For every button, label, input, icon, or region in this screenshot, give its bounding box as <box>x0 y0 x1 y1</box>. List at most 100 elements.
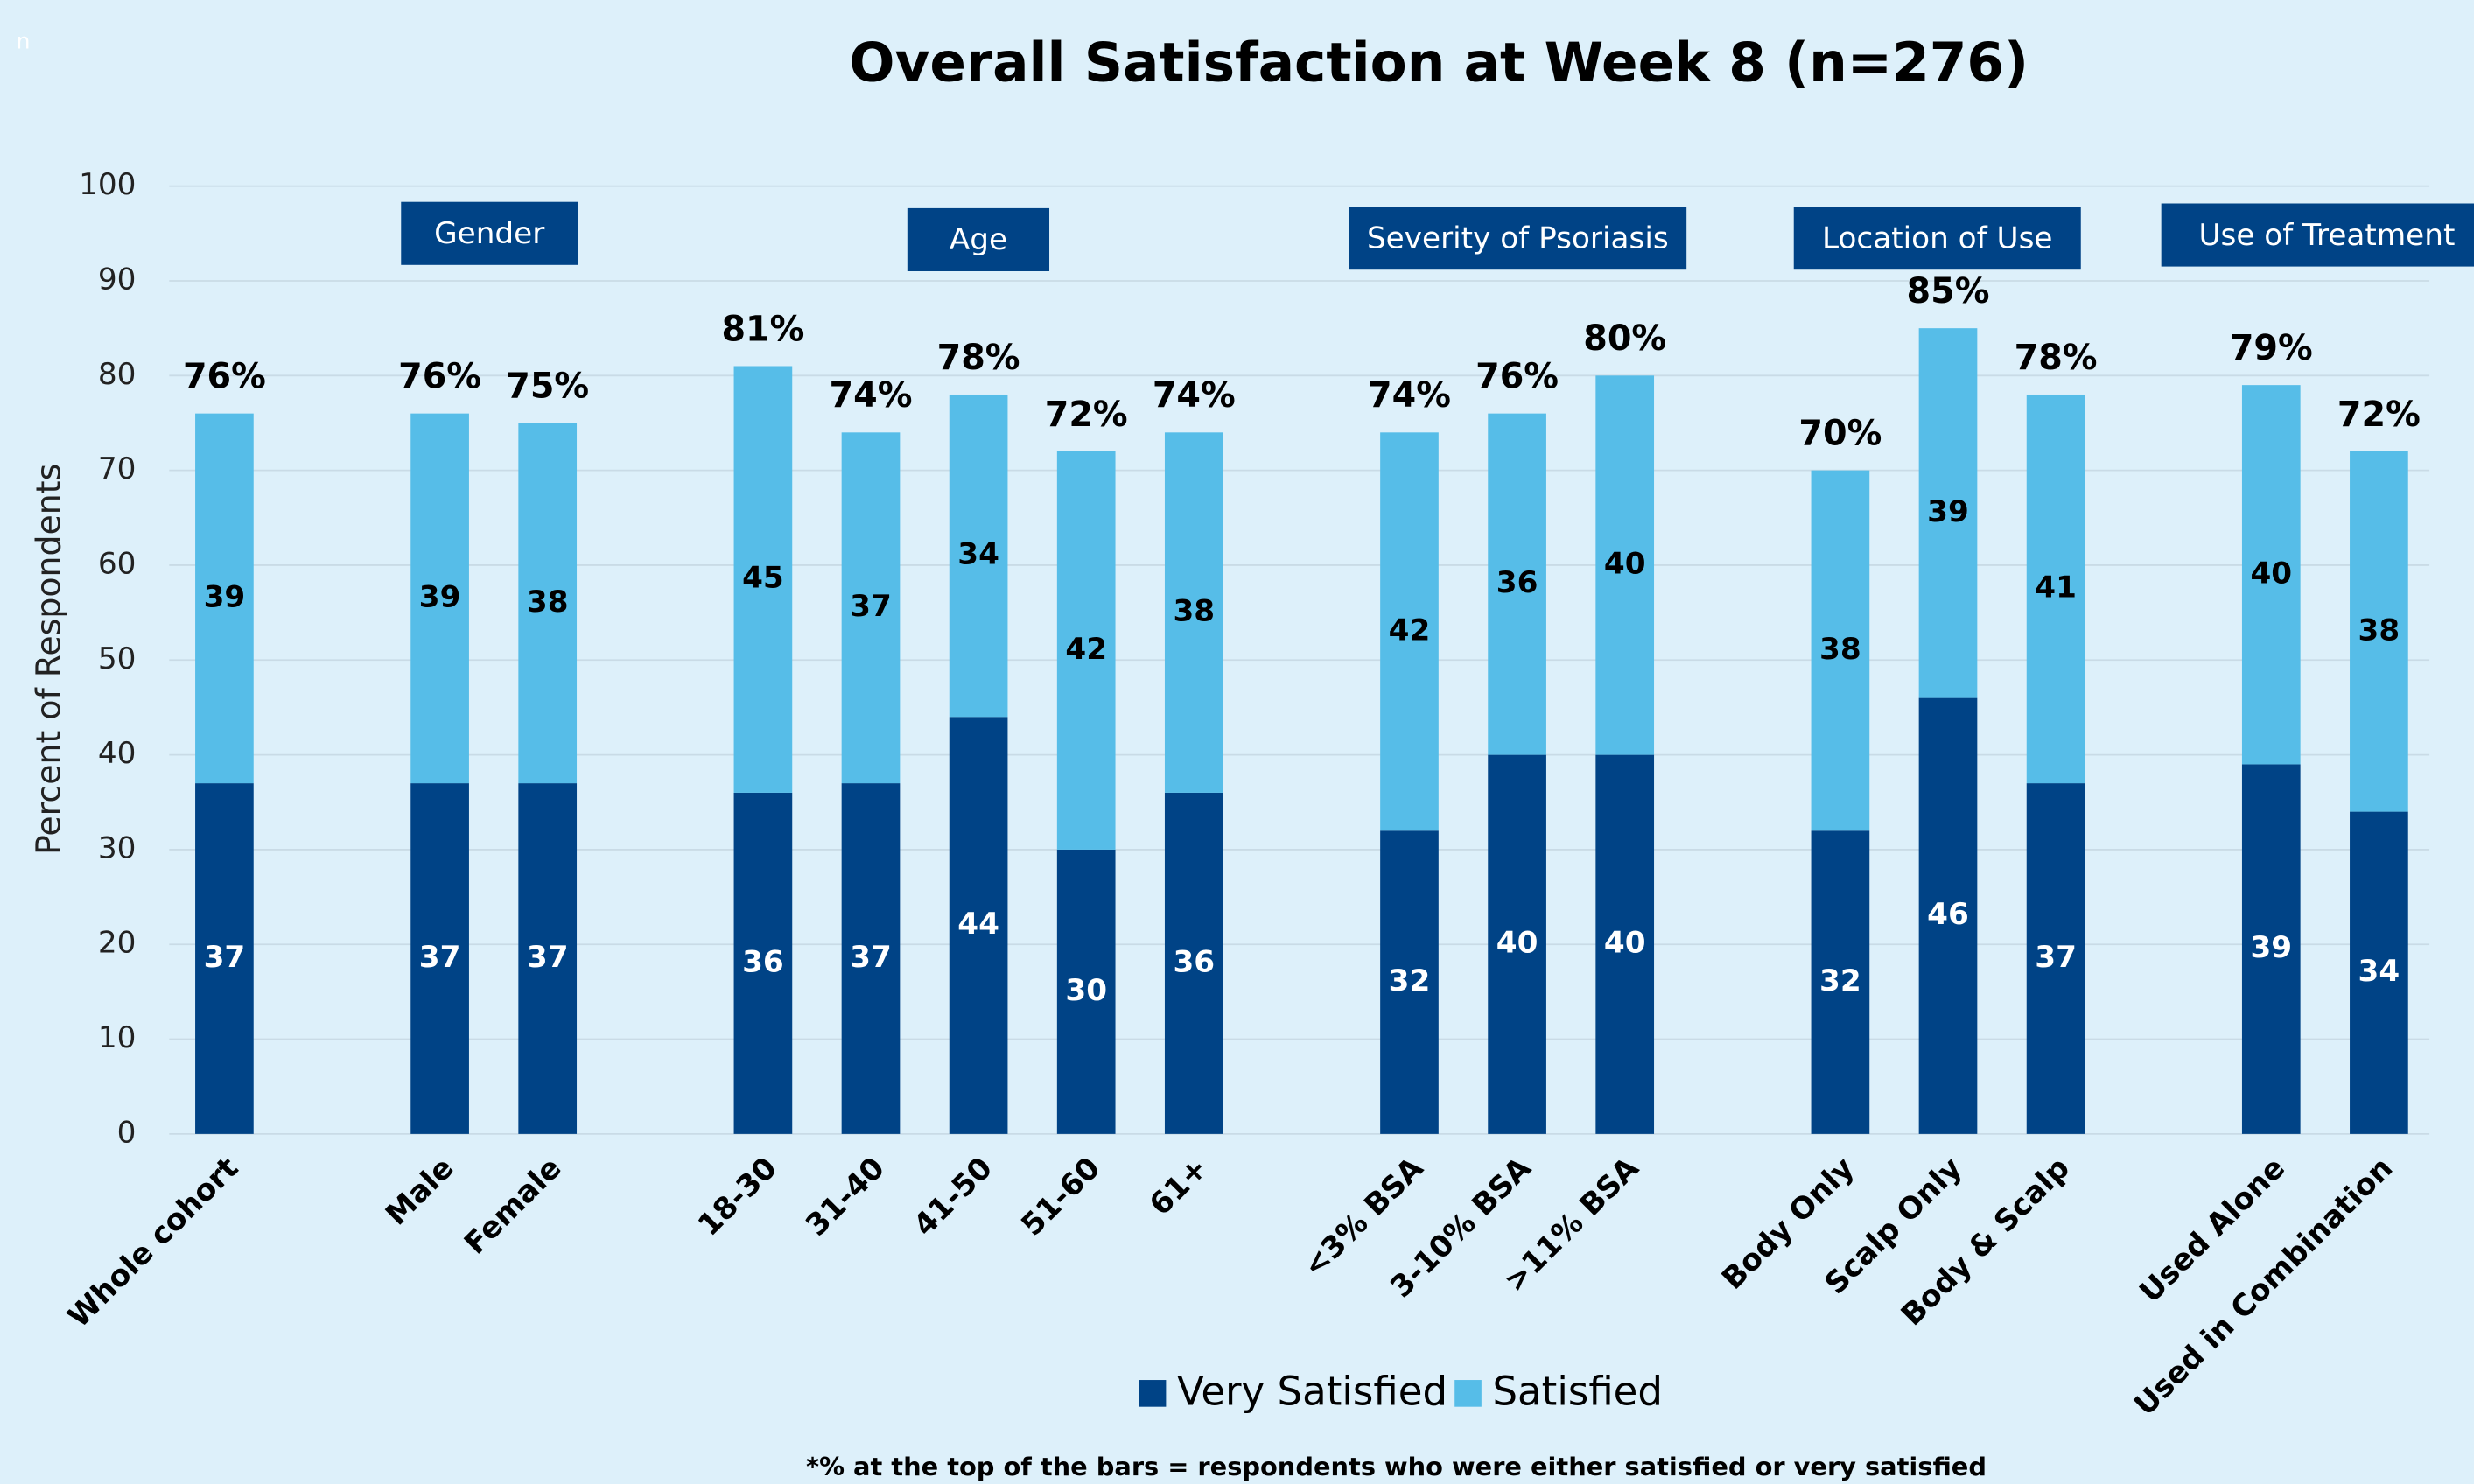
total-label: 75% <box>506 366 589 406</box>
total-label: 76% <box>183 356 266 396</box>
bar-segment <box>2241 764 2301 1134</box>
y-tick-label: 100 <box>79 167 136 202</box>
y-tick-label: 20 <box>98 926 137 961</box>
bar-segment <box>841 783 901 1134</box>
value-label: 37 <box>527 940 569 975</box>
legend-swatch <box>1139 1380 1167 1407</box>
value-label: 38 <box>1173 594 1215 629</box>
value-label: 38 <box>1819 632 1861 667</box>
footnote: *% at the top of the bars = respondents … <box>806 1452 1987 1481</box>
value-label: 37 <box>850 589 892 624</box>
value-label: 40 <box>1604 926 1646 961</box>
total-label: 72% <box>2337 395 2421 435</box>
group-label: Gender <box>434 216 545 251</box>
value-label: 45 <box>742 561 784 596</box>
total-label: 76% <box>1475 356 1559 396</box>
bar-segment <box>518 783 578 1134</box>
group-box <box>1793 206 2081 270</box>
legend-label: Satisfied <box>1492 1368 1663 1414</box>
total-label: 74% <box>830 375 913 416</box>
group-box <box>907 207 1050 272</box>
group-label: Age <box>950 222 1007 257</box>
value-label: 38 <box>2358 612 2400 648</box>
bar-segment <box>1595 754 1655 1134</box>
total-label: 79% <box>2230 328 2313 368</box>
y-tick-label: 80 <box>98 357 137 392</box>
group-box <box>2161 203 2474 267</box>
total-label: 72% <box>1045 395 1128 435</box>
group-box <box>401 201 578 265</box>
value-label: 39 <box>419 579 461 614</box>
bar-segment <box>1488 413 1546 755</box>
bar-segment <box>410 783 469 1134</box>
bar-segment <box>518 423 578 784</box>
value-label: 36 <box>742 944 784 979</box>
group-label: Severity of Psoriasis <box>1367 220 1669 256</box>
bar-segment <box>1488 754 1546 1134</box>
value-label: 46 <box>1927 897 1969 932</box>
bar-segment <box>2026 783 2085 1134</box>
bar-segment <box>1918 328 1978 698</box>
value-label: 39 <box>2250 930 2292 965</box>
y-tick-label: 50 <box>98 641 137 676</box>
value-label: 40 <box>2250 556 2292 591</box>
value-label: 36 <box>1173 944 1215 979</box>
y-tick-label: 60 <box>98 546 137 581</box>
bar-segment <box>733 366 793 793</box>
bar-segment <box>1164 432 1223 793</box>
y-tick-label: 0 <box>117 1115 137 1150</box>
bar-segment <box>841 432 901 784</box>
value-label: 34 <box>2358 954 2400 989</box>
bar-segment <box>2026 394 2085 784</box>
bar-segment <box>1380 432 1439 831</box>
bar-segment <box>1164 792 1223 1134</box>
value-label: 36 <box>1496 565 1538 600</box>
bar-segment <box>2241 385 2301 765</box>
bar-segment <box>1811 470 1870 831</box>
legend-label: Very Satisfied <box>1177 1368 1447 1414</box>
y-axis-label: Percent of Respondents <box>30 464 68 855</box>
group-label: Location of Use <box>1822 220 2053 256</box>
total-label: 78% <box>937 338 1020 378</box>
total-label: 80% <box>1583 318 1666 359</box>
group-label: Use of Treatment <box>2198 218 2455 253</box>
total-label: 78% <box>2015 338 2098 378</box>
value-label: 39 <box>204 579 246 614</box>
value-label: 30 <box>1065 973 1107 1008</box>
bar-segment <box>410 413 469 784</box>
bar-segment <box>1595 375 1655 755</box>
total-label: 70% <box>1798 413 1882 453</box>
value-label: 37 <box>204 940 246 975</box>
bar-segment <box>1918 697 1978 1134</box>
total-label: 81% <box>721 309 804 349</box>
bar-segment <box>1380 830 1439 1134</box>
bar-segment <box>949 717 1008 1134</box>
value-label: 37 <box>2035 940 2077 975</box>
value-label: 42 <box>1389 612 1431 648</box>
total-label: 74% <box>1368 375 1451 416</box>
value-label: 42 <box>1065 632 1107 667</box>
bar-segment <box>2350 451 2408 812</box>
value-label: 32 <box>1819 963 1861 998</box>
bar-segment <box>949 394 1008 718</box>
corner-text: n <box>16 29 30 54</box>
bar-segment <box>1056 451 1116 850</box>
value-label: 41 <box>2035 570 2077 606</box>
value-label: 40 <box>1496 926 1538 961</box>
value-label: 37 <box>850 940 892 975</box>
total-label: 74% <box>1153 375 1236 416</box>
y-tick-label: 30 <box>98 830 137 865</box>
value-label: 32 <box>1389 963 1431 998</box>
bar-segment <box>195 413 254 784</box>
y-tick-label: 90 <box>98 262 137 297</box>
value-label: 38 <box>527 584 569 620</box>
value-label: 34 <box>957 537 999 572</box>
total-label: 76% <box>398 356 481 396</box>
value-label: 40 <box>1604 546 1646 581</box>
bar-segment <box>1056 849 1116 1134</box>
y-tick-label: 40 <box>98 736 137 771</box>
y-tick-label: 10 <box>98 1020 137 1055</box>
bar-segment <box>2350 811 2408 1134</box>
